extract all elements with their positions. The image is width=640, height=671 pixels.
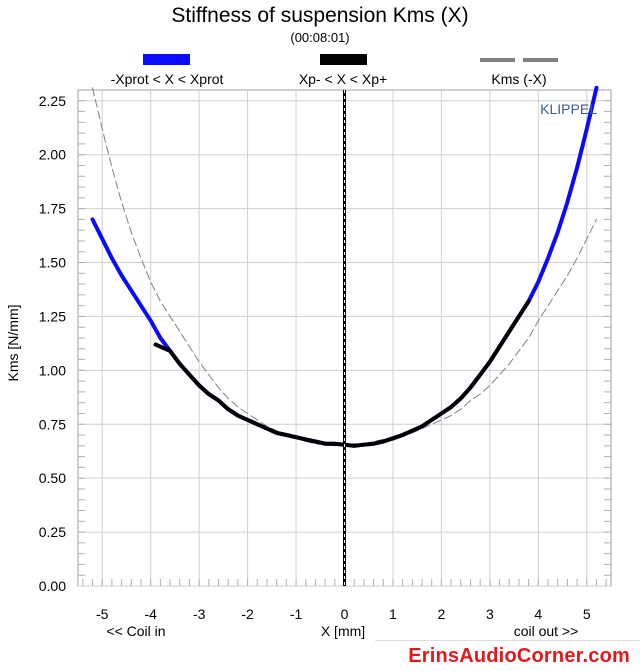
y-tick-label: 2.25	[39, 93, 66, 109]
legend-label-xprot: -Xprot < X < Xprot	[111, 71, 224, 87]
x-tick-label: -5	[96, 606, 109, 622]
x-tick-label: 0	[341, 606, 349, 622]
x-tick-label: -3	[193, 606, 206, 622]
x-tick-label: -2	[241, 606, 254, 622]
y-tick-label: 1.75	[39, 201, 66, 217]
y-tick-labels: 0.00 0.25 0.50 0.75 1.00 1.25 1.50 1.75 2.00 2.25	[39, 93, 66, 594]
x-tick-label: 4	[534, 606, 542, 622]
y-tick-label: 0.75	[39, 416, 66, 432]
legend-swatch-xp	[320, 54, 367, 65]
chart-subtitle: (00:08:01)	[290, 30, 349, 45]
minor-ticks	[78, 100, 611, 586]
legend-label-kms: Kms (-X)	[491, 71, 546, 87]
x-tick-label: 1	[389, 606, 397, 622]
x-note-coil-in: << Coil in	[106, 623, 165, 639]
x-tick-label: -4	[144, 606, 157, 622]
x-note-coil-out: coil out >>	[514, 623, 579, 639]
y-tick-label: 0.50	[39, 470, 66, 486]
x-tick-labels: -5 -4 -3 -2 -1 0 1 2 3 4 5	[96, 606, 591, 622]
y-tick-label: 1.50	[39, 255, 66, 271]
x-tick-label: 2	[438, 606, 446, 622]
y-tick-label: 1.25	[39, 308, 66, 324]
plot-area: KLIPPEL	[77, 85, 612, 587]
watermark-text: ErinsAudioCorner.com	[408, 645, 630, 667]
y-tick-label: 1.00	[39, 362, 66, 378]
legend-swatch-xprot	[143, 54, 190, 65]
y-tick-label: 0.25	[39, 524, 66, 540]
x-tick-label: 3	[486, 606, 494, 622]
watermark-bar: ErinsAudioCorner.com	[375, 640, 640, 671]
chart-title: Stiffness of suspension Kms (X)	[171, 4, 468, 27]
y-axis-label: Kms [N/mm]	[5, 305, 21, 382]
x-tick-label: 5	[583, 606, 591, 622]
x-axis-label: X [mm]	[321, 623, 365, 639]
y-tick-label: 0.00	[39, 578, 66, 594]
legend-label-xp: Xp- < X < Xp+	[299, 71, 387, 87]
klippel-label: KLIPPEL	[540, 101, 597, 117]
y-tick-label: 2.00	[39, 147, 66, 163]
x-tick-label: -1	[290, 606, 303, 622]
legend: -Xprot < X < Xprot Xp- < X < Xp+ Kms (-X…	[111, 54, 558, 87]
